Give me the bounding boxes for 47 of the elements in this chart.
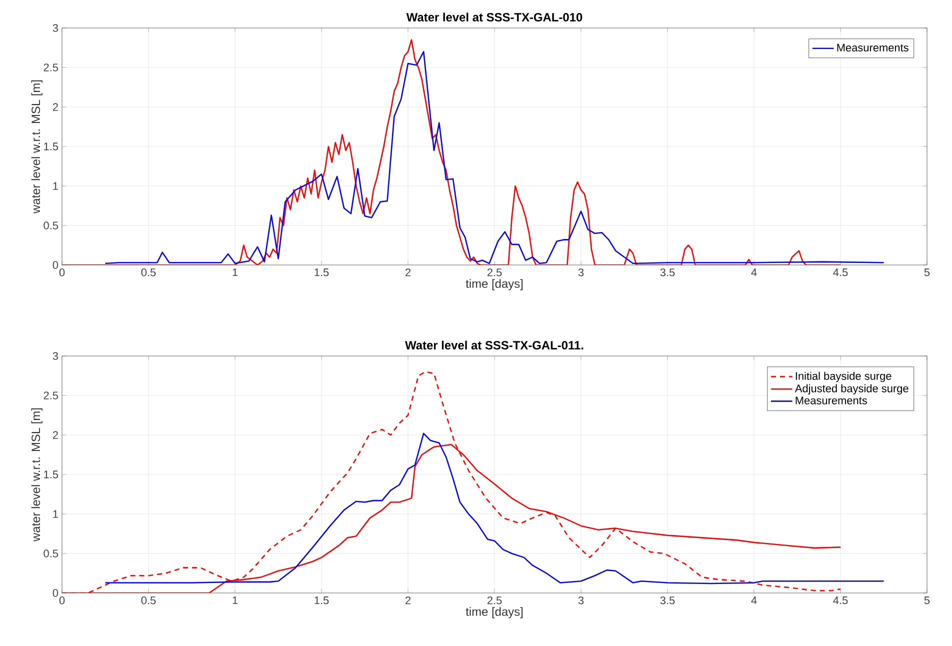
y-tick-label: 1.5 <box>44 142 58 150</box>
y-tick-label: 2 <box>52 103 58 111</box>
x-tick-label: 0.5 <box>141 596 156 604</box>
y-tick-label: 3 <box>52 352 58 360</box>
y-tick-label: 0 <box>52 589 58 597</box>
y-axis-title: water level w.r.t. MSL [m] <box>31 80 42 214</box>
x-tick-label: 3 <box>578 268 584 276</box>
y-tick-label: 0.5 <box>44 222 58 230</box>
y-tick-label: 2 <box>52 431 58 439</box>
x-tick-label: 1 <box>232 596 238 604</box>
y-tick-label: 2.5 <box>44 64 58 72</box>
x-tick-label: 0.5 <box>141 268 156 276</box>
x-tick-label: 3 <box>578 596 584 604</box>
y-tick-label: 1 <box>53 510 58 518</box>
x-tick-label: 3.5 <box>660 596 675 604</box>
legend-label: Measurements <box>837 44 908 52</box>
x-tick-label: 5 <box>924 268 930 276</box>
y-tick-label: 1.5 <box>44 470 58 478</box>
line-series <box>104 51 884 264</box>
x-tick-label: 3.5 <box>660 268 675 276</box>
x-tick-label: 4.5 <box>833 268 848 276</box>
y-axis-title: water level w.r.t. MSL [m] <box>31 408 42 542</box>
legend-label: Initial bayside surge <box>796 372 892 382</box>
x-tick-label: 1 <box>232 268 238 276</box>
y-tick-label: 2.5 <box>44 392 58 400</box>
x-tick-label: 0 <box>59 268 65 276</box>
x-tick-label: 2.5 <box>487 268 502 276</box>
y-tick-label: 3 <box>52 24 58 32</box>
x-tick-label: 1.5 <box>314 268 329 276</box>
chart-title: Water level at SSS-TX-GAL-010 <box>406 12 582 22</box>
x-tick-label: 1.5 <box>314 596 329 604</box>
x-axis-title: time [days] <box>466 607 523 618</box>
x-tick-label: 0 <box>59 596 65 604</box>
legend-label: Adjusted bayside surge <box>794 384 908 394</box>
x-tick-label: 4.5 <box>833 596 848 604</box>
legend-label: Measurements <box>796 396 867 404</box>
x-tick-label: 2 <box>406 596 411 604</box>
x-tick-label: 5 <box>924 596 930 604</box>
x-tick-label: 2 <box>406 268 411 276</box>
x-tick-label: 4 <box>751 596 757 604</box>
y-tick-label: 0 <box>52 261 58 269</box>
x-axis-title: time [days] <box>466 279 523 290</box>
x-tick-label: 2.5 <box>487 596 502 604</box>
y-tick-label: 1 <box>53 182 58 190</box>
y-tick-label: 0.5 <box>44 550 58 558</box>
x-tick-label: 4 <box>751 268 757 276</box>
chart-title: Water level at SSS-TX-GAL-011. <box>405 340 584 350</box>
